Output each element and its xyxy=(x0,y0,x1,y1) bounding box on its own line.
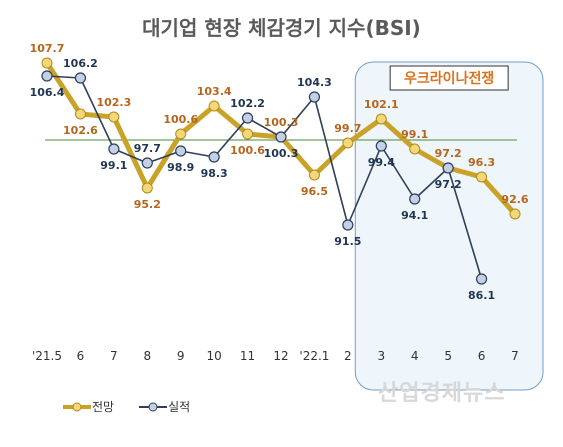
forecast-data-label: 99.1 xyxy=(401,128,428,141)
forecast-point xyxy=(476,171,488,183)
actual-point xyxy=(342,219,354,231)
forecast-data-label: 96.5 xyxy=(301,185,328,198)
legend-actual-swatch xyxy=(139,402,168,411)
actual-data-label: 104.3 xyxy=(297,76,332,89)
series-line-actual xyxy=(46,75,483,280)
legend-actual-label: 실적 xyxy=(168,400,191,414)
actual-data-label: 98.3 xyxy=(201,167,228,180)
actual-data-label: 91.5 xyxy=(334,235,361,248)
actual-point xyxy=(141,157,153,169)
actual-data-label: 94.1 xyxy=(401,209,428,222)
actual-data-label: 100.3 xyxy=(264,147,299,160)
actual-point xyxy=(275,131,287,143)
forecast-point xyxy=(141,182,153,194)
actual-data-label: 98.9 xyxy=(167,161,194,174)
actual-point xyxy=(308,91,321,103)
x-tick-label: 4 xyxy=(411,349,419,363)
forecast-point xyxy=(342,137,354,149)
x-tick-label: 6 xyxy=(478,349,486,363)
watermark-text: 산업경제뉴스 xyxy=(378,381,506,406)
forecast-data-label: 99.7 xyxy=(334,122,361,135)
forecast-data-label: 102.3 xyxy=(96,96,131,109)
annotation-label: 우크라이나전쟁 xyxy=(404,70,494,87)
actual-point xyxy=(208,151,220,163)
forecast-point xyxy=(208,100,220,112)
actual-data-label: 97.2 xyxy=(435,178,462,191)
chart-legend: 전망 실적 xyxy=(62,398,214,415)
x-tick-label: 9 xyxy=(177,349,185,363)
x-tick-label: 10 xyxy=(207,349,222,363)
x-tick-label: 2 xyxy=(344,349,352,363)
forecast-data-label: 107.7 xyxy=(30,42,65,55)
legend-item-actual: 실적 xyxy=(138,398,190,415)
x-tick-label: 7 xyxy=(110,349,118,363)
actual-data-label: 106.4 xyxy=(30,86,65,99)
actual-data-label: 102.2 xyxy=(230,97,265,110)
actual-point xyxy=(175,145,187,157)
forecast-data-label: 103.4 xyxy=(197,85,232,98)
x-tick-label: 3 xyxy=(377,349,385,363)
forecast-point xyxy=(108,111,120,123)
legend-item-forecast: 전망 xyxy=(62,398,114,415)
forecast-data-label: 97.2 xyxy=(435,147,462,160)
x-tick-label: '22.1 xyxy=(299,349,329,363)
forecast-point xyxy=(242,128,254,140)
actual-data-label: 86.1 xyxy=(468,289,495,302)
actual-data-label: 106.2 xyxy=(63,57,98,70)
forecast-data-label: 100.6 xyxy=(230,144,265,157)
actual-point xyxy=(409,193,421,205)
forecast-point xyxy=(175,128,187,140)
x-tick-label: 11 xyxy=(240,349,255,363)
chart-title: 대기업 현장 체감경기 지수(BSI) xyxy=(142,16,421,40)
x-tick-label: 6 xyxy=(77,349,85,363)
forecast-data-label: 102.1 xyxy=(364,98,399,111)
forecast-point xyxy=(375,113,387,125)
actual-point xyxy=(442,162,454,174)
actual-point xyxy=(41,70,53,82)
actual-data-label: 99.4 xyxy=(368,156,395,169)
x-tick-label: '21.5 xyxy=(32,349,62,363)
actual-data-label: 97.7 xyxy=(134,142,161,155)
actual-point xyxy=(74,72,87,84)
actual-point xyxy=(475,273,488,285)
annotation-label-box xyxy=(389,65,509,91)
annotation-region xyxy=(354,61,544,391)
forecast-point xyxy=(409,143,421,155)
legend-forecast-label: 전망 xyxy=(92,400,115,414)
actual-data-label: 99.1 xyxy=(100,159,127,172)
actual-point xyxy=(375,140,387,152)
forecast-data-label: 100.6 xyxy=(163,113,198,126)
actual-point xyxy=(108,143,120,155)
forecast-point xyxy=(308,169,320,181)
x-tick-label: 5 xyxy=(444,349,452,363)
forecast-data-label: 102.6 xyxy=(63,124,98,137)
forecast-data-label: 92.6 xyxy=(501,193,528,206)
forecast-point xyxy=(74,108,86,120)
x-tick-label: 8 xyxy=(143,349,151,363)
forecast-data-label: 100.3 xyxy=(264,116,299,129)
forecast-point xyxy=(509,208,521,220)
forecast-data-label: 96.3 xyxy=(468,156,495,169)
x-tick-label: 12 xyxy=(273,349,288,363)
legend-forecast-swatch xyxy=(63,402,91,411)
actual-point xyxy=(241,112,254,124)
forecast-point xyxy=(41,57,53,69)
forecast-data-label: 95.2 xyxy=(134,198,161,211)
x-tick-label: 7 xyxy=(511,349,519,363)
